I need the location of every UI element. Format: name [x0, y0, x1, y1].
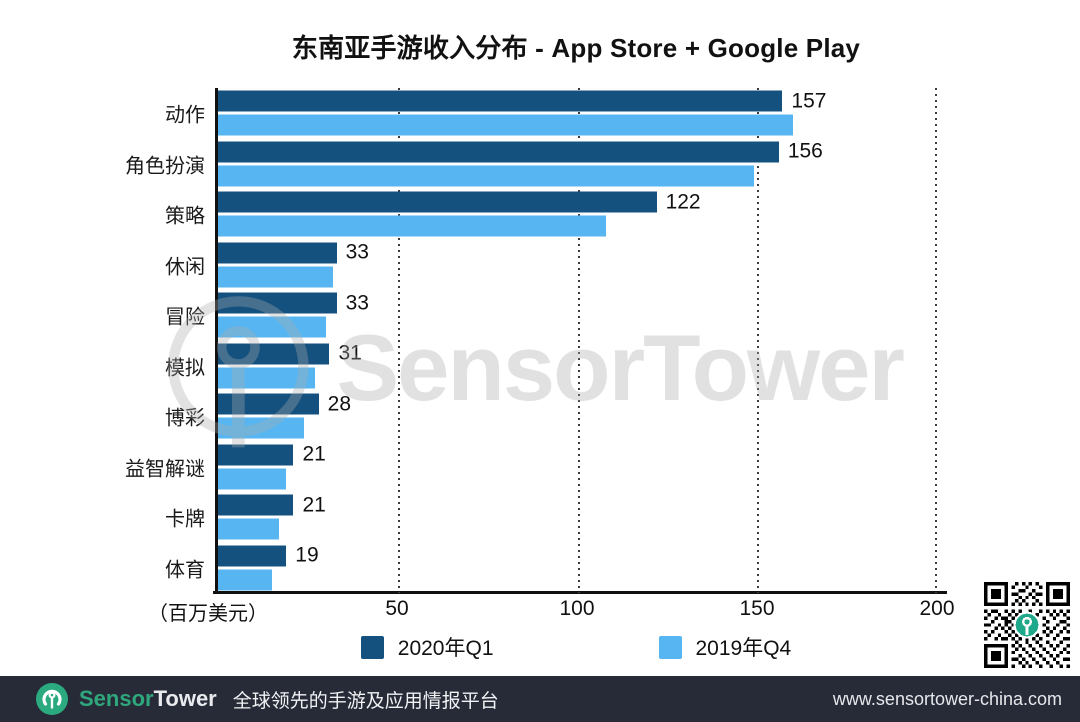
bar-group: 策略 122	[165, 189, 937, 240]
footer-brand: SensorTower	[79, 686, 217, 712]
gridline-100	[577, 88, 580, 593]
footer-url[interactable]: www.sensortower-china.com	[832, 688, 1062, 709]
category-label: 卡牌	[165, 508, 205, 531]
bar-value-label: 31	[338, 341, 362, 365]
category-label: 休闲	[165, 256, 205, 279]
brand-tower: Tower	[153, 686, 217, 711]
sensortower-qr-code	[984, 582, 1070, 668]
category-label: 益智解谜	[125, 458, 205, 481]
legend-swatch-light	[658, 635, 682, 659]
bar-2020q1	[218, 292, 337, 314]
plot-area: 动作 157 角色扮演 156 策略 122 休闲 33 冒险 33 模拟 31…	[125, 88, 937, 594]
gridline-50	[397, 88, 400, 593]
bar-2020q1	[218, 141, 779, 163]
bar-value-label: 28	[327, 392, 352, 416]
category-label: 动作	[165, 104, 205, 127]
legend-item-2019q4: 2019年Q4	[658, 632, 792, 662]
footer-bar: SensorTower 全球领先的手游及应用情报平台 www.sensortow…	[0, 676, 1080, 722]
bar-2019q4	[218, 266, 334, 288]
bar-group: 动作 157	[165, 88, 937, 139]
bar-2020q1	[218, 444, 294, 466]
gridline-200	[935, 88, 937, 593]
legend-label: 2019年Q4	[695, 637, 792, 660]
bar-group: 体育 19	[165, 543, 937, 594]
x-axis-line	[213, 591, 947, 594]
bar-2019q4	[218, 165, 754, 187]
bar-2020q1	[218, 242, 337, 264]
bar-2019q4	[218, 316, 326, 338]
bar-value-label: 19	[295, 543, 319, 567]
bar-2020q1	[218, 90, 783, 112]
bar-2020q1	[218, 191, 657, 213]
bar-2019q4	[218, 114, 794, 136]
bar-2019q4	[218, 518, 280, 540]
bar-2020q1	[218, 343, 330, 365]
bar-group: 休闲 33	[165, 240, 937, 291]
legend-swatch-dark	[360, 635, 384, 659]
category-label: 体育	[165, 559, 205, 582]
bar-value-label: 21	[302, 442, 326, 466]
legend: 2020年Q1 2019年Q4	[215, 632, 937, 662]
bar-2019q4	[218, 569, 272, 591]
bar-group: 冒险 33	[165, 290, 937, 341]
bar-value-label: 33	[345, 240, 369, 264]
x-tick-150: 150	[739, 597, 775, 620]
bar-value-label: 33	[345, 291, 369, 315]
bar-group: 角色扮演 156	[125, 139, 937, 190]
bar-value-label: 156	[787, 139, 823, 163]
axis-unit-label: （百万美元）	[148, 603, 268, 625]
bar-value-label: 157	[791, 89, 827, 113]
footer-tagline: 全球领先的手游及应用情报平台	[232, 690, 499, 712]
bar-2020q1	[218, 494, 294, 516]
category-label: 模拟	[165, 357, 205, 380]
bar-group: 模拟 31	[165, 341, 937, 392]
category-label: 博彩	[165, 407, 205, 430]
bar-value-label: 122	[665, 190, 701, 214]
bar-value-label: 21	[302, 493, 326, 517]
bar-2019q4	[218, 417, 305, 439]
legend-label: 2020年Q1	[397, 637, 494, 660]
x-tick-100: 100	[559, 597, 595, 620]
category-label: 冒险	[165, 306, 205, 329]
gridline-150	[757, 88, 760, 593]
bar-2019q4	[218, 215, 607, 237]
sensortower-logo-icon	[36, 683, 68, 715]
legend-item-2020q1: 2020年Q1	[360, 632, 494, 662]
category-label: 策略	[165, 205, 205, 228]
x-tick-200: 200	[919, 597, 955, 620]
chart-title: 东南亚手游收入分布 - App Store + Google Play	[291, 33, 861, 63]
bar-group: 博彩 28	[165, 391, 937, 442]
bar-group: 卡牌 21	[165, 492, 937, 543]
bar-2020q1	[218, 545, 287, 567]
bar-group: 益智解谜 21	[125, 442, 937, 493]
brand-sensor: Sensor	[79, 686, 154, 711]
x-tick-50: 50	[385, 597, 409, 620]
bar-2019q4	[218, 468, 287, 490]
bar-2020q1	[218, 393, 319, 415]
bar-2019q4	[218, 367, 316, 389]
category-label: 角色扮演	[125, 155, 205, 178]
